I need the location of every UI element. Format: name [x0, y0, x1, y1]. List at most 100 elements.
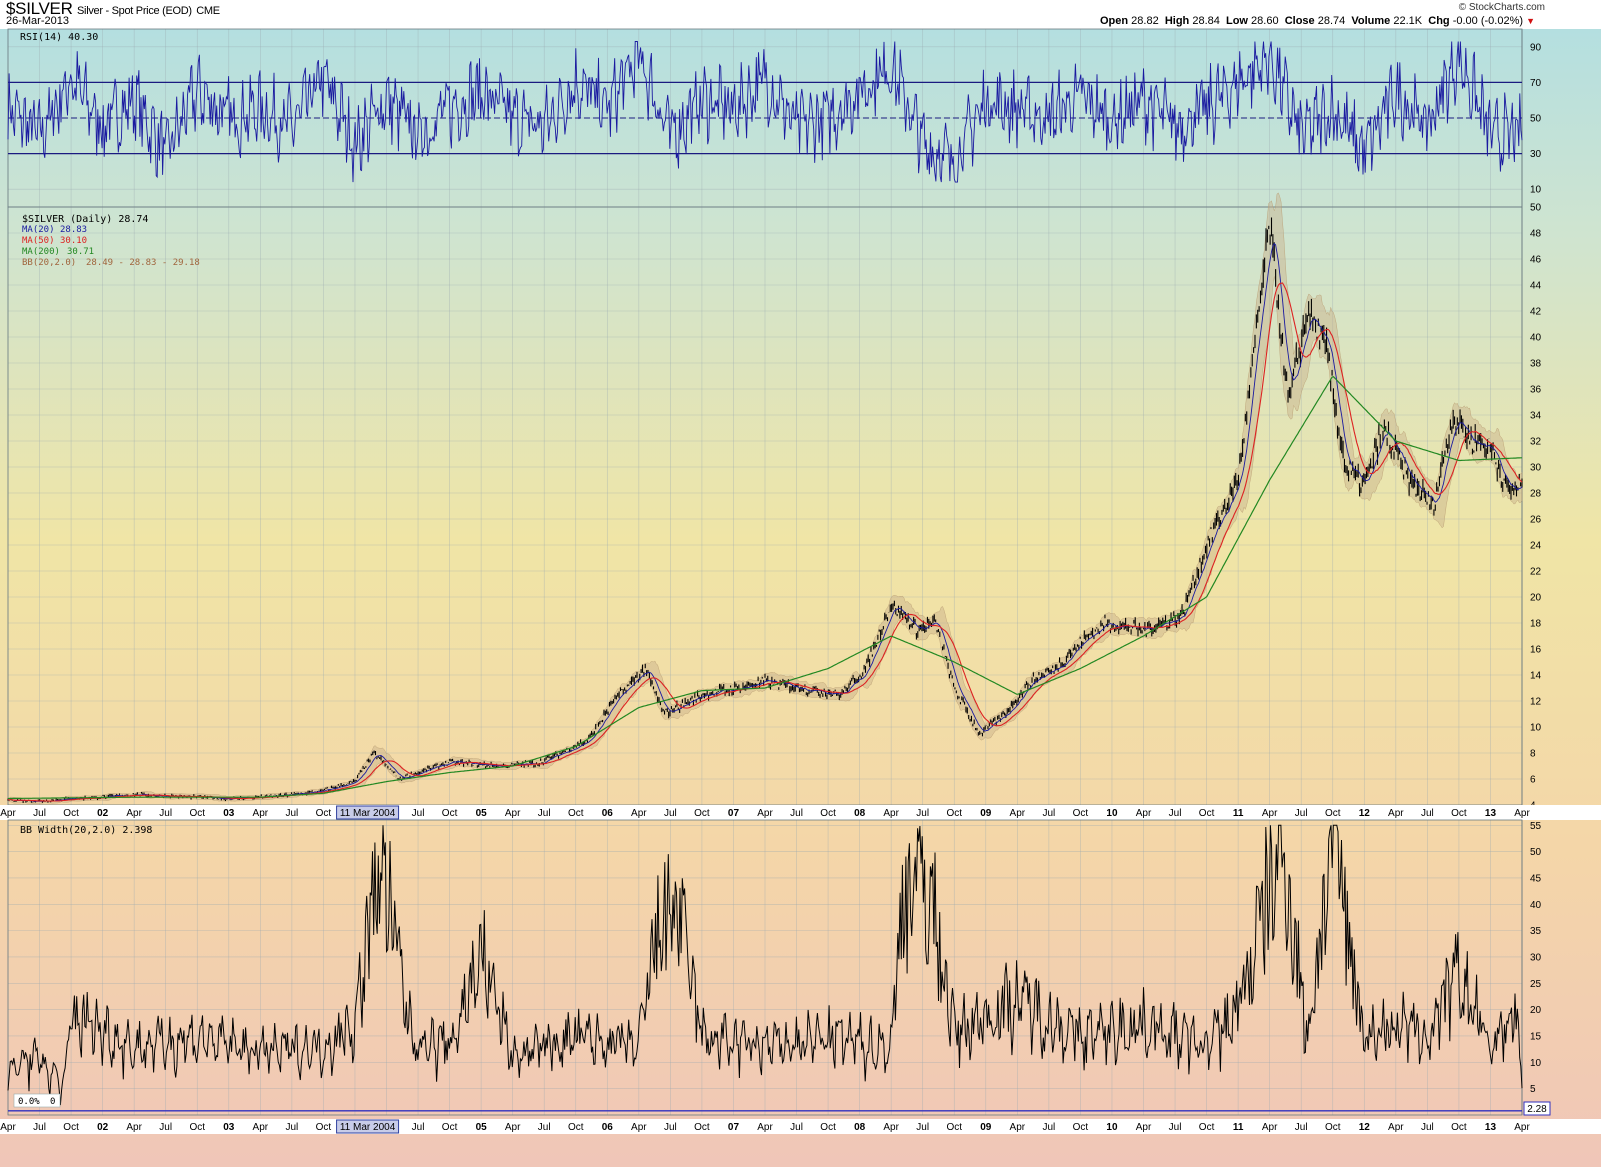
date-tick-label: Jul	[412, 1122, 425, 1133]
date-cursor-badge[interactable]	[336, 805, 400, 820]
bbw-tick-label: 45	[1530, 873, 1542, 884]
price-legend-ma200-value: 30.71	[67, 247, 94, 257]
date-cursor-badge[interactable]	[336, 1119, 400, 1134]
description: Silver - Spot Price (EOD)	[77, 5, 192, 17]
date-tick-label: Jul	[1042, 808, 1055, 819]
date-tick-label: Jul	[159, 808, 172, 819]
date-tick-label: Jul	[916, 1122, 929, 1133]
date-tick-label: Jul	[285, 808, 298, 819]
chart-header: $SILVER Silver - Spot Price (EOD) CME 26…	[0, 0, 1601, 28]
date-tick-label: Oct	[442, 808, 458, 819]
bbw-tick-label: 30	[1530, 952, 1542, 963]
date-tick-label: Oct	[946, 808, 962, 819]
date-tick-label: Oct	[1199, 808, 1215, 819]
date-tick-label: Oct	[189, 1122, 205, 1133]
date-tick-label: Oct	[63, 1122, 79, 1133]
price-tick-label: 28	[1530, 489, 1542, 500]
price-tick-label: 8	[1530, 749, 1536, 760]
price-tick-label: 16	[1530, 645, 1542, 656]
date-tick-label: Apr	[1262, 808, 1278, 819]
date-tick-label: Oct	[1199, 1122, 1215, 1133]
bbw-percent-value: 0	[50, 1097, 55, 1107]
price-tick-label: 50	[1530, 203, 1542, 214]
date-tick-label: Apr	[1514, 808, 1530, 819]
bbw-tick-label: 40	[1530, 900, 1542, 911]
date-tick-label: 07	[728, 1122, 740, 1133]
quote-summary: Open 28.82 High 28.84 Low 28.60 Close 28…	[1100, 15, 1535, 27]
rsi-tick-label: 50	[1530, 114, 1542, 125]
date-tick-label: Apr	[0, 1122, 16, 1133]
date-tick-label: Apr	[1388, 1122, 1404, 1133]
price-legend-bb-label: BB(20,2.0)	[22, 258, 76, 268]
date-tick-label: 13	[1485, 1122, 1497, 1133]
price-tick-label: 44	[1530, 281, 1542, 292]
bbw-tick-label: 55	[1530, 821, 1542, 832]
date-tick-label: Jul	[1295, 808, 1308, 819]
bbw-legend: BB Width(20,2.0) 2.398	[20, 825, 152, 836]
date-tick-label: 10	[1106, 808, 1118, 819]
price-legend-ma50-label: MA(50)	[22, 236, 55, 246]
date-tick-label: Oct	[946, 1122, 962, 1133]
date-tick-label: 02	[97, 1122, 109, 1133]
date-tick-label: Apr	[505, 1122, 521, 1133]
close-value: 28.74	[1317, 15, 1346, 27]
date-tick-label: 07	[728, 808, 740, 819]
bbw-tick-label: 5	[1530, 1084, 1536, 1095]
date-tick-label: Oct	[1325, 1122, 1341, 1133]
bbw-tick-label: 50	[1530, 847, 1542, 858]
date-tick-label: Oct	[1451, 1122, 1467, 1133]
rsi-tick-label: 10	[1530, 185, 1542, 196]
date-tick-label: Oct	[63, 808, 79, 819]
ma200-line	[8, 376, 1522, 800]
price-tick-label: 14	[1530, 671, 1542, 682]
copyright[interactable]: © StockCharts.com	[1458, 2, 1545, 13]
date-tick-label: 09	[980, 808, 992, 819]
bbw-tick-label: 35	[1530, 926, 1542, 937]
price-legend-ma200-label: MA(200)	[22, 247, 60, 257]
date-tick-label: Apr	[757, 1122, 773, 1133]
price-tick-label: 12	[1530, 697, 1542, 708]
date-tick-label: Apr	[126, 808, 142, 819]
date-tick-label: Jul	[916, 808, 929, 819]
date-tick-label: Jul	[790, 1122, 803, 1133]
date-tick-label: Oct	[694, 1122, 710, 1133]
symbol-title: $SILVER Silver - Spot Price (EOD) CME	[6, 0, 220, 19]
bbw-percent-label: 0.0%	[18, 1097, 40, 1107]
date-tick-label: Oct	[1073, 808, 1089, 819]
price-tick-label: 20	[1530, 593, 1542, 604]
date-axis-bar	[0, 805, 1601, 820]
price-tick-label: 32	[1530, 437, 1542, 448]
rsi-line	[7, 41, 1523, 183]
rsi-legend: RSI(14) 40.30	[20, 32, 98, 43]
date-tick-label: Apr	[1388, 808, 1404, 819]
date-tick-label: Jul	[664, 808, 677, 819]
date-tick-label: Apr	[1514, 1122, 1530, 1133]
date-tick-label: Jul	[33, 808, 46, 819]
low-value: 28.60	[1251, 15, 1279, 27]
bb-width-panel: 55 50 45 40 35 30 25 20 15 10 5 0.0% 0 2.28	[7, 819, 1551, 1116]
volume-label: Volume	[1351, 15, 1391, 27]
price-tick-label: 26	[1530, 515, 1542, 526]
price-legend-ma50-value: 30.10	[60, 236, 87, 246]
price-legend-ma20-value: 28.83	[60, 225, 87, 235]
date-tick-label: 02	[97, 808, 109, 819]
date-tick-label: Oct	[568, 1122, 584, 1133]
date-tick-label: Oct	[568, 808, 584, 819]
date-tick-label: Apr	[1136, 808, 1152, 819]
rsi-tick-label: 30	[1530, 149, 1542, 160]
price-tick-label: 24	[1530, 541, 1542, 552]
date-tick-label: Oct	[820, 1122, 836, 1133]
date-tick-label: Apr	[1136, 1122, 1152, 1133]
date-tick-label: Jul	[412, 808, 425, 819]
date-tick-label: Apr	[883, 1122, 899, 1133]
price-tick-label: 40	[1530, 333, 1542, 344]
date-tick-label: Oct	[316, 1122, 332, 1133]
price-tick-label: 30	[1530, 463, 1542, 474]
date-tick-label: Apr	[1262, 1122, 1278, 1133]
date-tick-label: Apr	[0, 808, 16, 819]
date-axis-bar	[0, 1119, 1601, 1134]
date-tick-label: Apr	[631, 808, 647, 819]
date-tick-label: Oct	[1451, 808, 1467, 819]
date-tick-label: Oct	[694, 808, 710, 819]
